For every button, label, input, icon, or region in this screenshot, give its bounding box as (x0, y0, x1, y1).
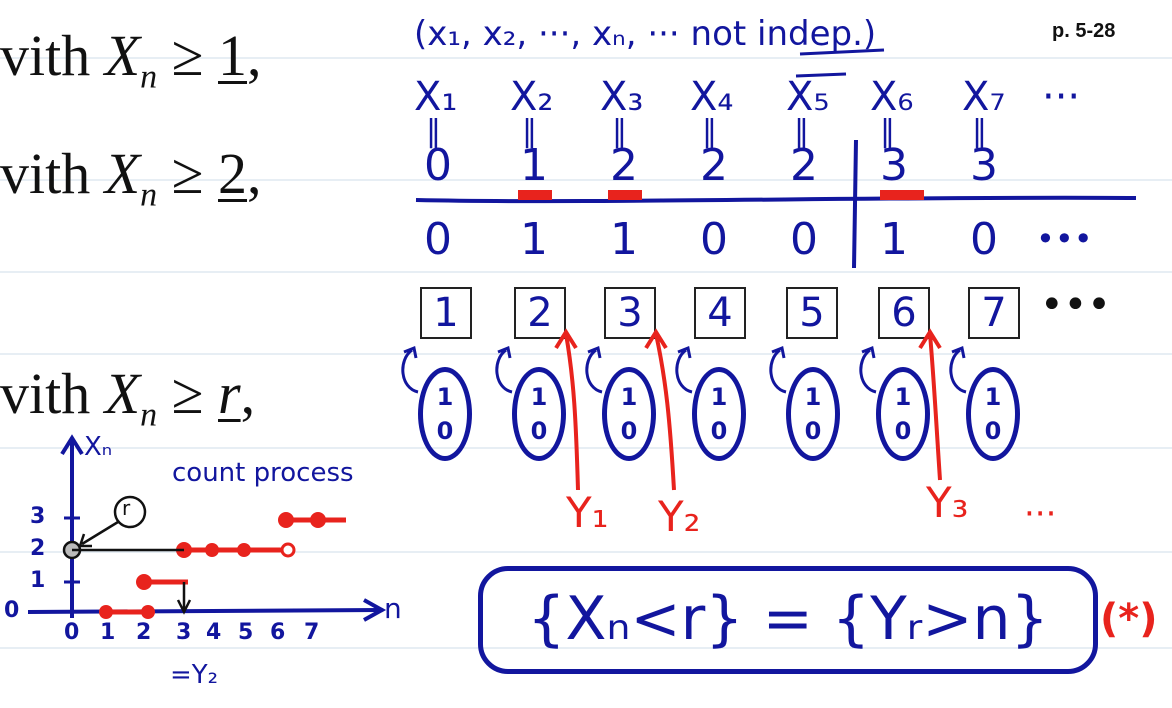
trials-ellipsis: ••• (1040, 282, 1111, 328)
count-4: 2 (700, 140, 728, 191)
trial-box-3: 3 (604, 287, 656, 339)
var-x7: X₇ (962, 74, 1006, 120)
var-x5: X₅ (786, 74, 830, 120)
tex-line-1: vith Xn ≥ 1, (0, 23, 262, 96)
increment-ellipsis: ••• (1036, 220, 1093, 258)
x-tick-6: 6 (270, 620, 286, 645)
count-7: 3 (970, 140, 998, 191)
count-5: 2 (790, 140, 818, 191)
page-number: p. 5-28 (1052, 20, 1116, 42)
divider-horizontal (415, 195, 1137, 204)
tex-line-3: vith Xn ≥ r, (0, 361, 256, 434)
equation-box: {Xₙ<r} = {Yᵣ>n} (478, 566, 1098, 674)
count-2: 1 (520, 140, 548, 191)
equation-tag: (*) (1100, 596, 1158, 642)
graph-r-guides (62, 495, 192, 615)
increment-4: 0 (700, 214, 728, 265)
var-x3: X₃ (600, 74, 644, 120)
count-6: 3 (880, 140, 908, 191)
arrival-y3: Y₃ (926, 478, 969, 527)
x-tick-0: 0 (64, 620, 80, 645)
independence-note: (x₁, x₂, ···, xₙ, ··· not indep.) (414, 14, 877, 54)
y-tick-0: 0 (4, 598, 20, 623)
graph-below-axis-note: =Y₂ (170, 660, 219, 690)
graph-axes (27, 434, 387, 622)
y-tick-2: 2 (30, 536, 46, 561)
tex-line-2: vith Xn ≥ 2, (0, 141, 262, 214)
step-level-0-start (99, 605, 113, 619)
var-x1: X₁ (414, 74, 458, 120)
arrival-y2: Y₂ (658, 492, 701, 541)
graph-title: count process (172, 458, 354, 488)
mark-x6 (880, 190, 924, 200)
x-tick-4: 4 (206, 620, 222, 645)
trial-box-4: 4 (694, 287, 746, 339)
x-tick-7: 7 (304, 620, 320, 645)
arrival-arrows (554, 328, 942, 491)
step-level-1-start (136, 574, 152, 590)
x-tick-5: 5 (238, 620, 254, 645)
x-tick-1: 1 (100, 620, 116, 645)
y-tick-1: 1 (30, 568, 46, 593)
step-level-2-end (280, 542, 296, 558)
trial-box-1: 1 (420, 287, 472, 339)
increment-7: 0 (970, 214, 998, 265)
increment-6: 1 (880, 214, 908, 265)
count-3: 2 (610, 140, 638, 191)
step-level-3-mid (310, 512, 326, 528)
trial-box-2: 2 (514, 287, 566, 339)
graph-r-marker: r (122, 496, 131, 520)
increment-1: 0 (424, 214, 452, 265)
not-underline (799, 48, 885, 56)
count-1: 0 (424, 140, 452, 191)
var-ellipsis: ··· (1042, 74, 1081, 120)
step-level-2-mid-2 (237, 543, 251, 557)
increment-5: 0 (790, 214, 818, 265)
graph-ylabel: Xₙ (84, 432, 113, 462)
trial-box-7: 7 (968, 287, 1020, 339)
step-level-0-end (141, 605, 155, 619)
increment-2: 1 (520, 214, 548, 265)
arrival-ellipsis: ··· (1024, 494, 1057, 534)
step-level-3-start (278, 512, 294, 528)
arrival-y1: Y₁ (566, 488, 609, 537)
x5-overline (795, 72, 847, 78)
increment-3: 1 (610, 214, 638, 265)
coin-flip-arrows (401, 345, 967, 394)
step-level-2-mid-1 (205, 543, 219, 557)
y-tick-3: 3 (30, 504, 46, 529)
var-x6: X₆ (870, 74, 914, 120)
trial-box-6: 6 (878, 287, 930, 339)
mark-x3 (608, 190, 642, 200)
trial-box-5: 5 (786, 287, 838, 339)
var-x2: X₂ (510, 74, 554, 120)
graph-step-segments (99, 512, 346, 619)
mark-x2 (518, 190, 552, 200)
var-x4: X₄ (690, 74, 734, 120)
graph-xlabel: n (384, 592, 402, 625)
x-tick-3: 3 (176, 620, 192, 645)
divider-vertical (852, 139, 858, 269)
x-tick-2: 2 (136, 620, 152, 645)
